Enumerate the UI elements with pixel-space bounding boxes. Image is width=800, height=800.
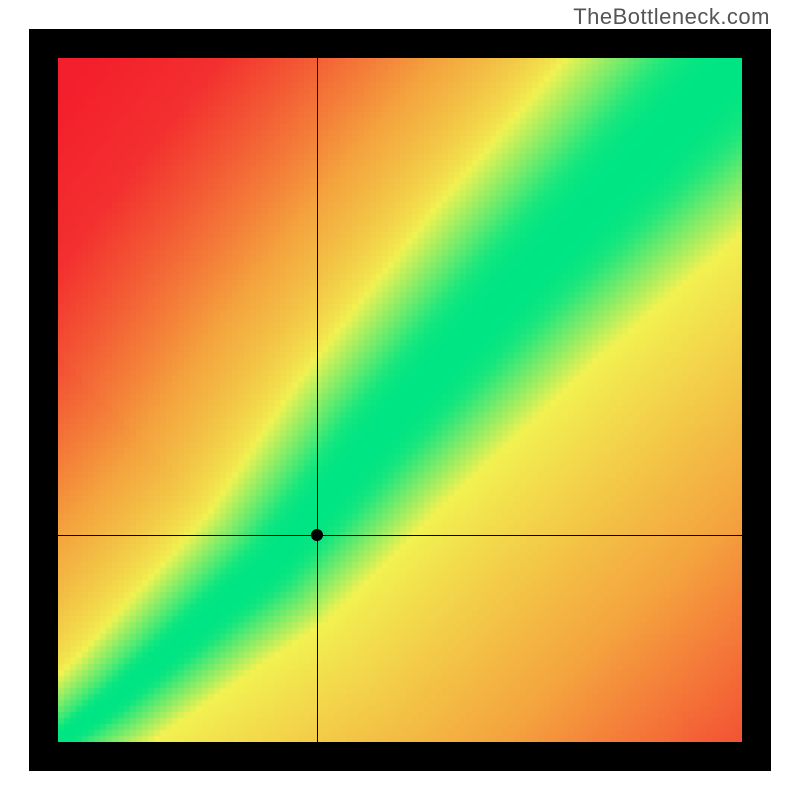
marker-dot (311, 529, 323, 541)
crosshair-horizontal (58, 535, 742, 536)
crosshair-vertical (317, 58, 318, 742)
plot-area (58, 58, 742, 742)
chart-container: TheBottleneck.com (0, 0, 800, 800)
heatmap-canvas (58, 58, 742, 742)
watermark-text: TheBottleneck.com (573, 4, 770, 30)
